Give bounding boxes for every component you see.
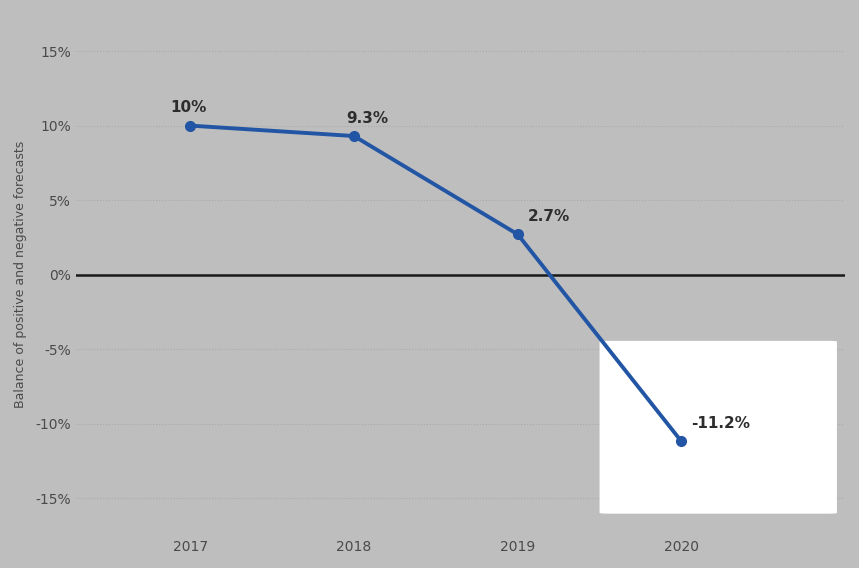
Text: 9.3%: 9.3% — [346, 111, 388, 126]
Text: 2.7%: 2.7% — [527, 209, 570, 224]
Text: 10%: 10% — [171, 100, 207, 115]
Text: -11.2%: -11.2% — [691, 416, 750, 431]
FancyBboxPatch shape — [600, 341, 837, 513]
Y-axis label: Balance of positive and negative forecasts: Balance of positive and negative forecas… — [14, 141, 27, 408]
